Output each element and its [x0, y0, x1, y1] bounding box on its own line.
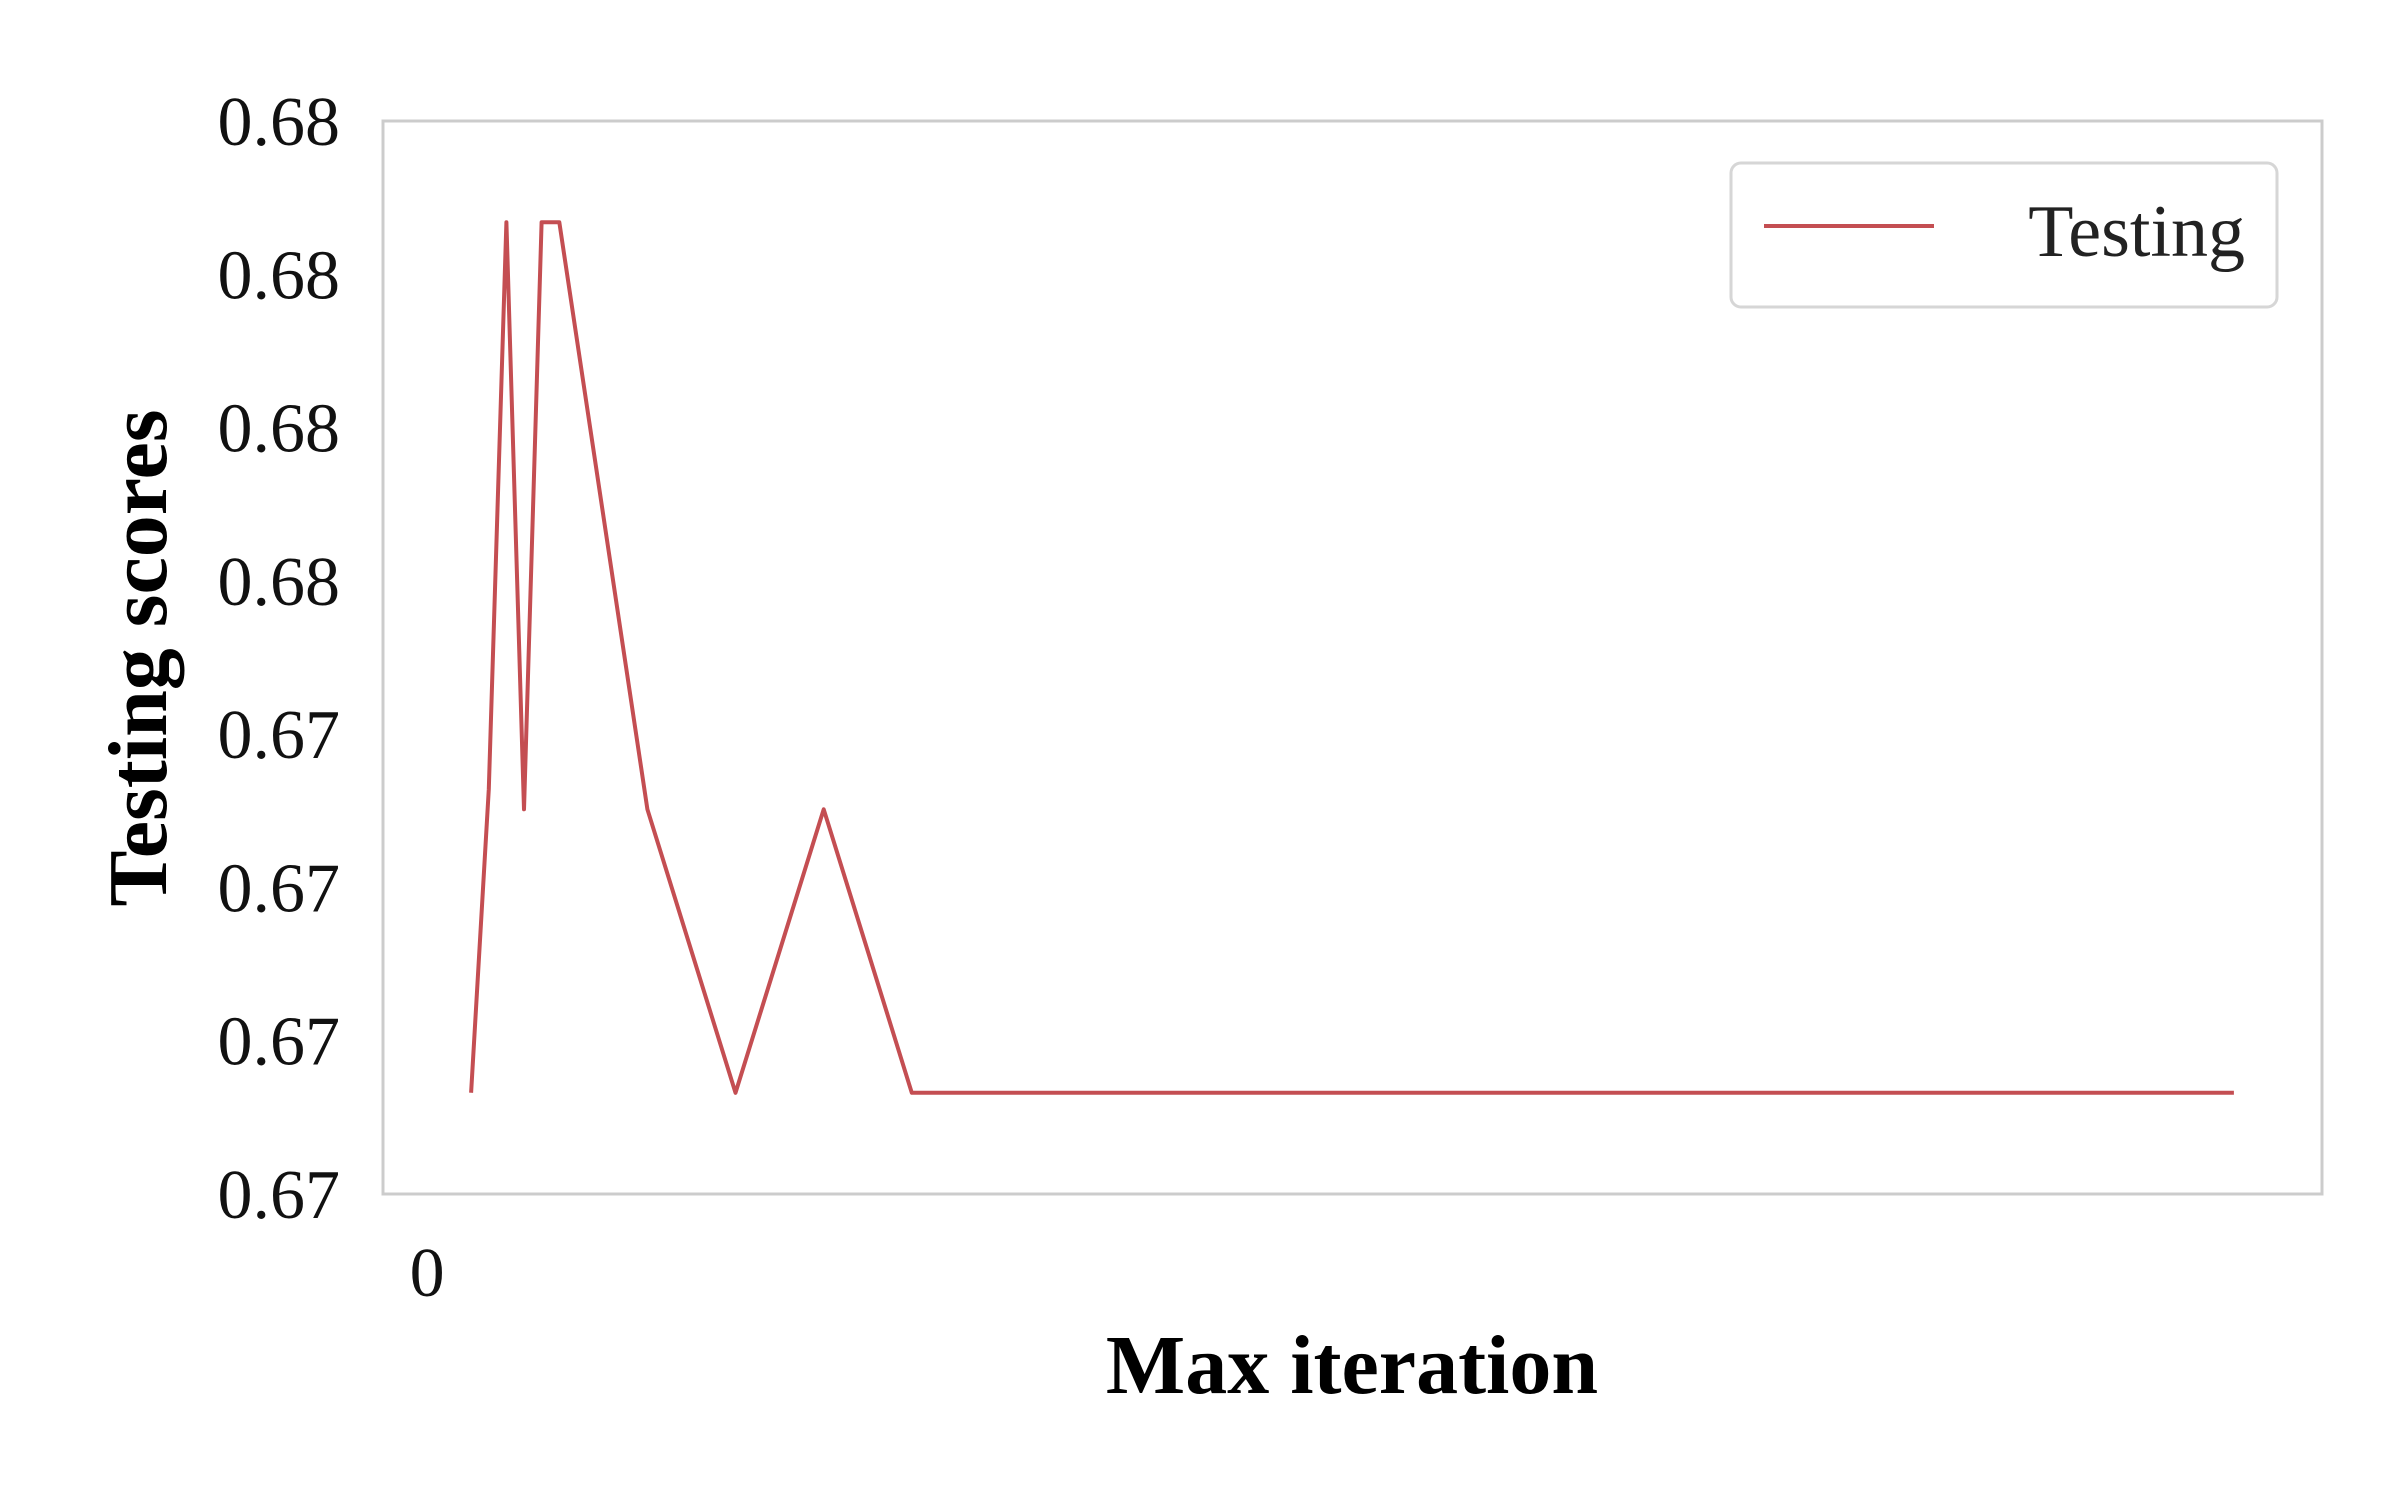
- y-tick-label: 0.68: [218, 544, 341, 621]
- y-tick-label: 0.67: [218, 850, 341, 927]
- y-tick-label: 0.67: [218, 697, 341, 774]
- legend-label-testing: Testing: [2028, 191, 2245, 273]
- y-axis-tick-labels: 0.67 0.67 0.67 0.67 0.68 0.68 0.68 0.68: [218, 84, 341, 1234]
- legend-box: [1729, 161, 2279, 309]
- y-tick-label: 0.68: [218, 84, 341, 161]
- y-tick-label: 0.68: [218, 391, 341, 468]
- y-tick-label: 0.68: [218, 237, 341, 314]
- legend: Testing: [1729, 161, 2279, 309]
- x-axis-tick-labels: 0: [410, 1235, 445, 1312]
- x-tick-label: 0: [410, 1235, 445, 1312]
- x-axis-title: Max iteration: [1106, 1319, 1598, 1412]
- series-layer: [469, 220, 2234, 1095]
- y-tick-label: 0.67: [218, 1157, 341, 1234]
- series-line-testing: [469, 220, 2234, 1095]
- y-tick-label: 0.67: [218, 1004, 341, 1081]
- y-axis-title: Testing scores: [92, 409, 185, 906]
